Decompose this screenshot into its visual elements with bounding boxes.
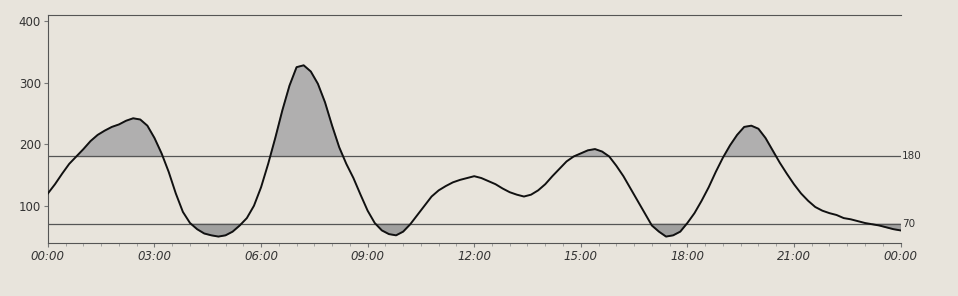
Text: 180: 180 (902, 152, 922, 162)
Text: 70: 70 (902, 219, 916, 229)
